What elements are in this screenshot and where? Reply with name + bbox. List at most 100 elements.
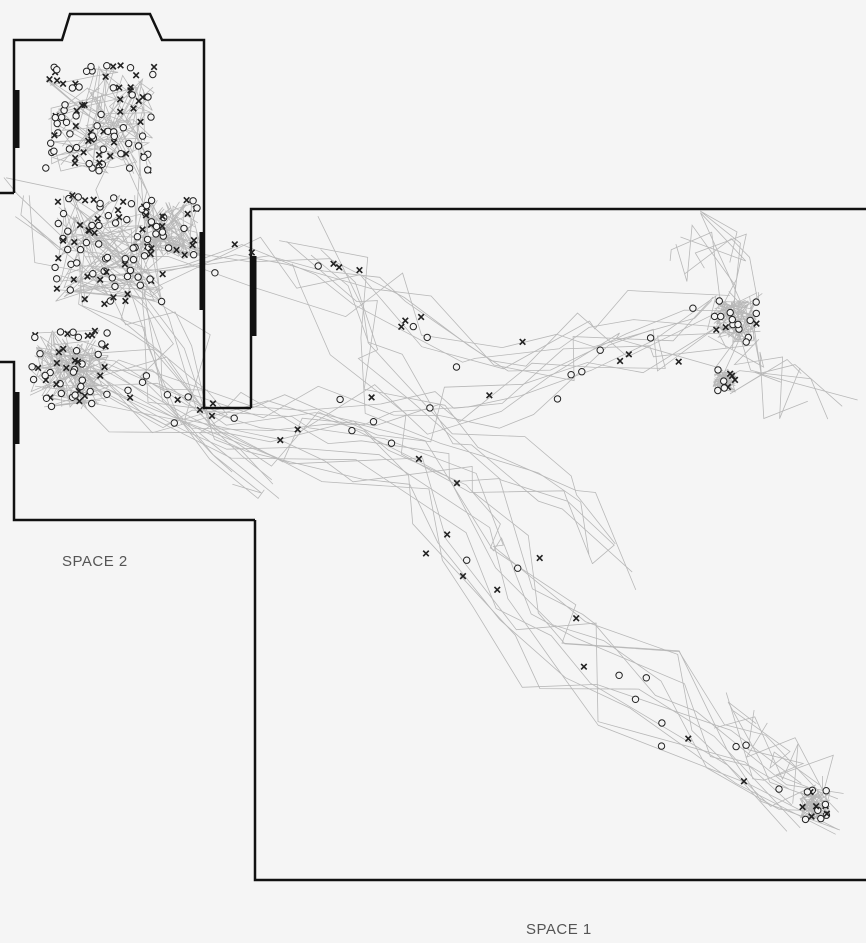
circle-marker bbox=[720, 384, 728, 392]
circle-marker bbox=[74, 193, 83, 201]
circle-marker bbox=[64, 227, 72, 235]
circle-marker bbox=[42, 164, 50, 172]
trajectory-line bbox=[37, 327, 727, 443]
cross-marker bbox=[76, 221, 84, 229]
cross-marker bbox=[150, 63, 158, 71]
circle-marker bbox=[126, 266, 135, 275]
circle-marker bbox=[801, 815, 810, 824]
trajectory-line bbox=[74, 395, 841, 831]
trajectory-line bbox=[35, 335, 108, 401]
cross-marker bbox=[96, 372, 104, 379]
circle-marker bbox=[128, 91, 136, 99]
circle-marker bbox=[95, 167, 103, 175]
trajectory-line bbox=[70, 295, 717, 431]
trajectory-line bbox=[727, 701, 815, 799]
circle-marker bbox=[65, 145, 74, 153]
circle-marker bbox=[710, 312, 719, 321]
cross-marker bbox=[147, 250, 154, 258]
trajectory-line bbox=[707, 335, 808, 420]
cross-marker bbox=[91, 229, 98, 237]
circle-marker bbox=[134, 142, 143, 150]
circle-marker bbox=[140, 252, 149, 260]
circle-marker bbox=[62, 118, 71, 127]
circle-marker bbox=[144, 166, 152, 174]
circle-marker bbox=[732, 742, 740, 751]
cross-marker bbox=[81, 392, 89, 400]
trajectory-line bbox=[95, 106, 274, 485]
cross-marker bbox=[102, 73, 110, 81]
cross-marker bbox=[51, 131, 58, 139]
circle-marker bbox=[631, 695, 640, 703]
trajectory-line bbox=[114, 244, 731, 363]
trajectory-line bbox=[747, 710, 839, 800]
cross-marker bbox=[231, 240, 239, 248]
cross-marker bbox=[59, 345, 67, 353]
circle-marker bbox=[596, 346, 604, 354]
circle-marker bbox=[140, 153, 148, 162]
cross-marker bbox=[823, 810, 831, 818]
event-markers bbox=[28, 61, 831, 824]
circle-marker bbox=[129, 255, 138, 264]
cross-marker bbox=[459, 572, 467, 580]
circle-marker bbox=[726, 308, 734, 317]
circle-marker bbox=[146, 275, 154, 283]
circle-marker bbox=[119, 124, 128, 132]
circle-marker bbox=[142, 372, 151, 380]
cross-marker bbox=[90, 196, 98, 204]
cross-marker bbox=[96, 276, 104, 284]
circle-marker bbox=[742, 338, 750, 346]
circle-marker bbox=[553, 395, 562, 403]
circle-marker bbox=[98, 160, 107, 169]
cross-marker bbox=[53, 285, 61, 293]
trajectory-line bbox=[286, 241, 637, 591]
circle-marker bbox=[73, 259, 81, 267]
circle-marker bbox=[615, 671, 623, 679]
circle-marker bbox=[117, 150, 125, 158]
trajectory-line bbox=[44, 369, 844, 794]
circle-marker bbox=[31, 333, 39, 342]
cross-marker bbox=[71, 154, 79, 162]
circle-marker bbox=[42, 394, 51, 402]
cross-marker bbox=[712, 326, 720, 334]
cross-marker bbox=[159, 213, 166, 220]
circle-marker bbox=[29, 375, 38, 384]
cross-marker bbox=[127, 83, 135, 91]
cross-marker bbox=[572, 614, 580, 622]
circle-marker bbox=[152, 230, 160, 238]
circle-marker bbox=[714, 386, 722, 395]
circle-marker bbox=[82, 238, 91, 247]
trajectory-line bbox=[84, 356, 789, 790]
cross-marker bbox=[34, 364, 42, 372]
circle-marker bbox=[149, 70, 157, 79]
circle-marker bbox=[230, 414, 238, 422]
circle-marker bbox=[567, 371, 575, 379]
circle-marker bbox=[143, 235, 152, 244]
cross-marker bbox=[122, 150, 130, 158]
cross-marker bbox=[64, 330, 71, 338]
cross-marker bbox=[726, 370, 734, 378]
cross-marker bbox=[109, 63, 117, 70]
circle-marker bbox=[752, 309, 760, 318]
cross-marker bbox=[401, 317, 409, 325]
cross-marker bbox=[72, 122, 80, 130]
cross-marker bbox=[101, 363, 108, 371]
cross-marker bbox=[62, 364, 70, 372]
trajectory-line bbox=[58, 344, 102, 408]
cross-marker bbox=[190, 236, 198, 244]
circle-marker bbox=[775, 785, 783, 793]
cross-marker bbox=[94, 215, 102, 223]
circle-marker bbox=[103, 329, 111, 337]
cross-marker bbox=[53, 77, 61, 84]
circle-marker bbox=[66, 286, 75, 294]
cross-marker bbox=[76, 397, 83, 405]
cross-marker bbox=[53, 359, 61, 367]
cross-marker bbox=[116, 96, 124, 103]
cross-marker bbox=[722, 323, 730, 331]
circle-marker bbox=[121, 255, 130, 263]
cross-marker bbox=[91, 327, 99, 335]
cross-marker bbox=[96, 159, 103, 167]
trajectory-line bbox=[752, 328, 858, 401]
cross-marker bbox=[684, 735, 692, 743]
trajectory-line bbox=[117, 230, 758, 367]
